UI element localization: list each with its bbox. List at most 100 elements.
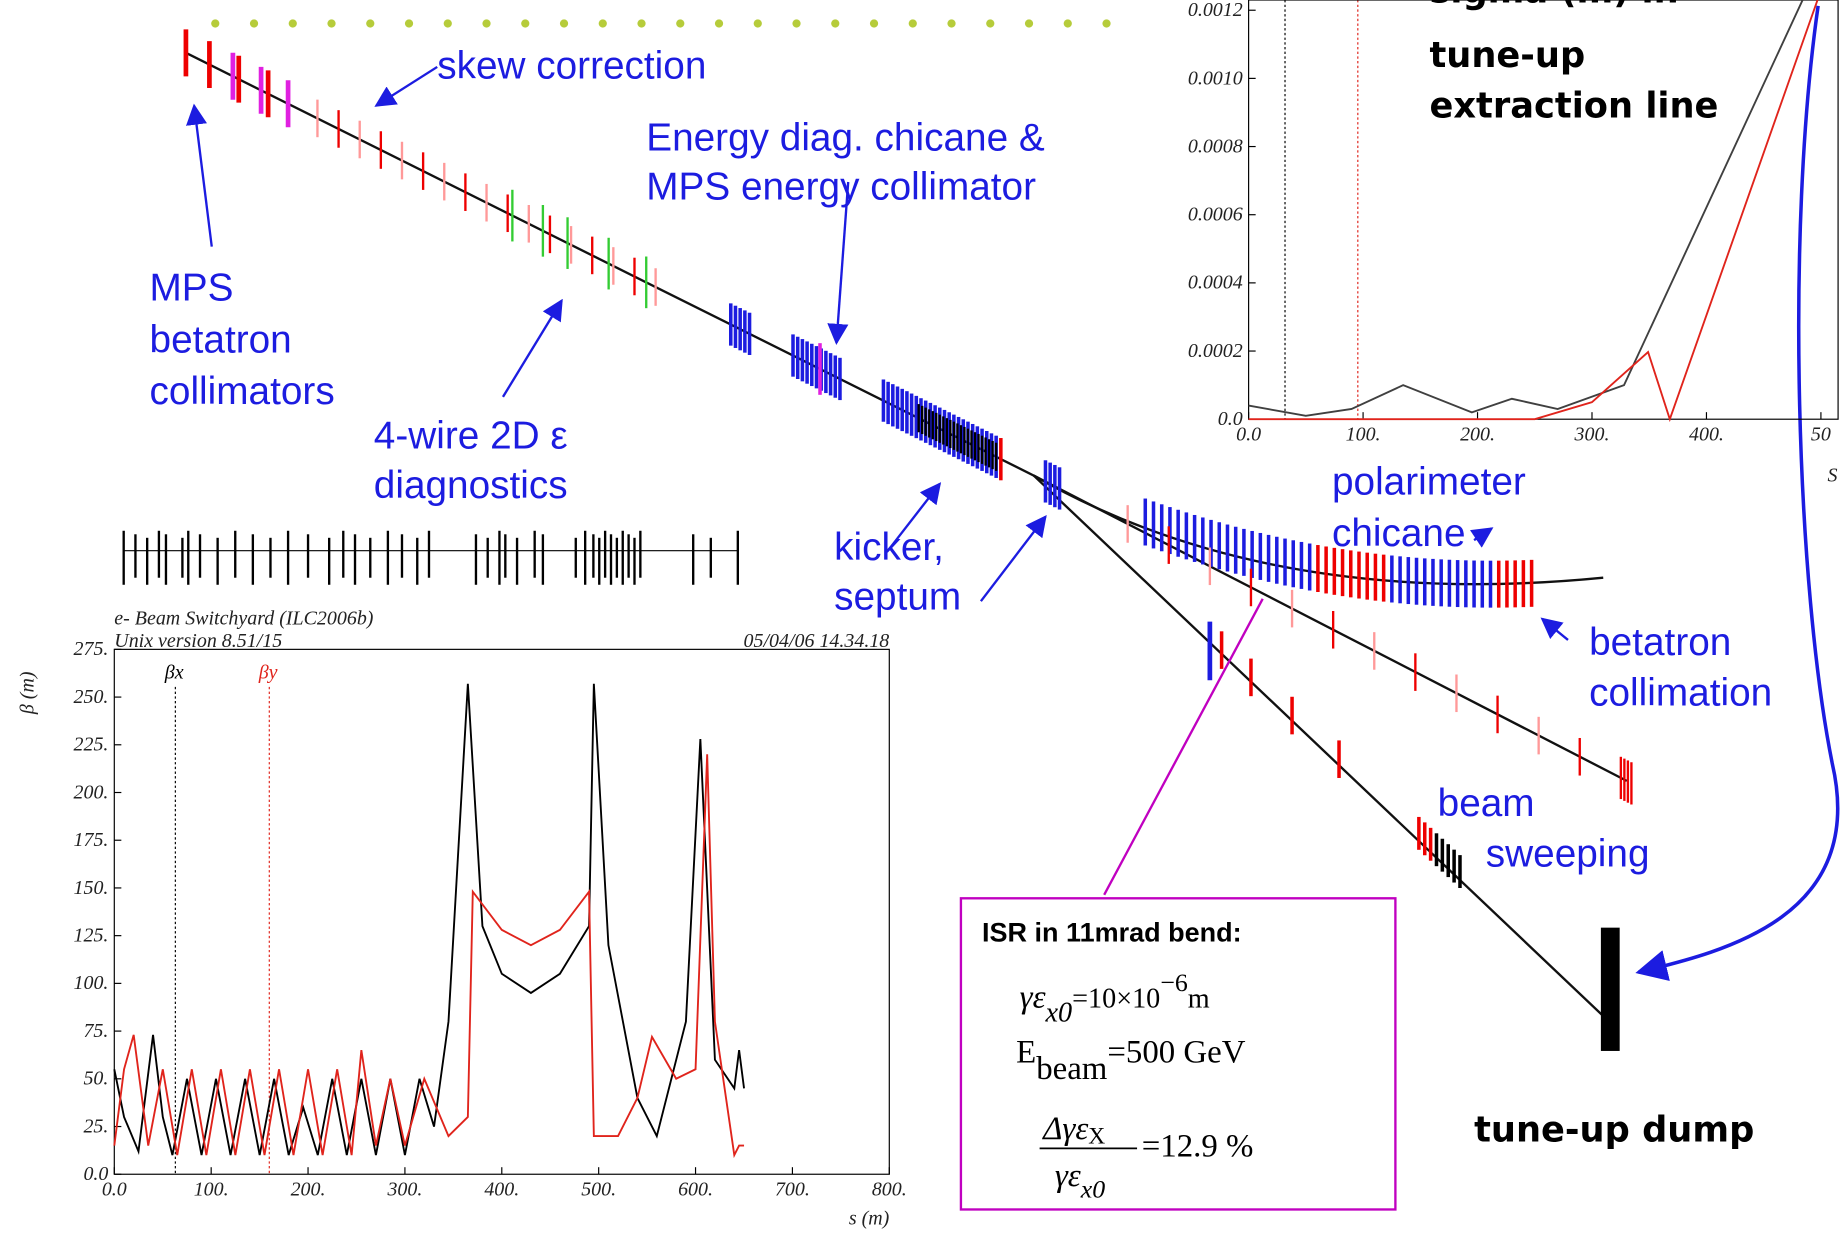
annotation: betatron (150, 318, 292, 361)
symbol: E (1016, 1035, 1036, 1071)
annotation: MPS energy collimator (646, 166, 1036, 209)
isr-energy: Ebeam=500 GeV (1016, 1035, 1246, 1087)
y-tick-label: 0.0 (1218, 408, 1243, 430)
dot (676, 19, 685, 28)
annotation: MPS (150, 267, 234, 310)
num-sub: X (1088, 1124, 1105, 1150)
x-tick-label: 100. (1346, 423, 1381, 445)
num: Δγε (1041, 1111, 1088, 1147)
dot (947, 19, 956, 28)
annotation: betatron (1589, 621, 1731, 664)
y-axis-label: β (m) (16, 671, 38, 715)
x-axis-label: s (m) (849, 1208, 890, 1230)
dot (831, 19, 840, 28)
dot (792, 19, 801, 28)
annotation: diagnostics (374, 464, 568, 507)
annotations: skew correction Energy diag. chicane & M… (150, 45, 1773, 876)
dot (1063, 19, 1072, 28)
text: =10×10 (1072, 984, 1160, 1015)
x-tick-label: 200. (1460, 423, 1495, 445)
x-tick-label: 300. (1574, 423, 1610, 445)
legend-entry: βx (164, 662, 184, 684)
isr-den: γεx0 (1055, 1158, 1105, 1204)
dot (482, 19, 491, 28)
isr-box (959, 897, 1397, 1211)
x-tick-label: 0.0 (102, 1178, 127, 1200)
plot-title: extraction line (1429, 85, 1718, 126)
dot (714, 19, 724, 28)
x-tick-label: 100. (194, 1178, 229, 1200)
y-tick-label: 125. (74, 925, 109, 947)
annotation: sweeping (1486, 833, 1650, 876)
dot (366, 19, 375, 28)
dot (521, 19, 530, 28)
x-tick-label: 800. (872, 1178, 907, 1200)
y-tick-label: 250. (74, 686, 109, 708)
text: =500 GeV (1107, 1035, 1245, 1071)
x-axis-label: S (1828, 464, 1838, 486)
isr-growth: =12.9 % (1142, 1129, 1254, 1165)
plot-frame (113, 648, 890, 1175)
symbol: γε (1020, 979, 1046, 1015)
y-tick-label: 75. (83, 1020, 108, 1042)
dot (1024, 19, 1034, 28)
isr-title: ISR in 11mrad bend: (982, 918, 1242, 948)
den-sub: x0 (1080, 1175, 1105, 1204)
magnets (183, 29, 1633, 888)
pointer (1103, 598, 1264, 896)
y-tick-label: 0.0004 (1188, 272, 1243, 294)
annotation: beam (1438, 782, 1535, 825)
x-tick-label: 300. (386, 1178, 422, 1200)
dot (753, 19, 762, 28)
y-tick-label: 100. (74, 972, 109, 994)
x-tick-label: 400. (1689, 423, 1724, 445)
x-tick-label: 0.0 (1236, 423, 1261, 445)
isr-emittance: γεx0=10×10−6m (1020, 968, 1210, 1029)
dot (869, 19, 879, 28)
dot (404, 19, 414, 28)
dot (211, 19, 220, 28)
exp: −6 (1160, 968, 1188, 997)
sigma-plot: S sigma (m) in tune-up extraction line 0… (1188, 0, 1839, 486)
plot-header: e- Beam Switchyard (ILC2006b) (114, 608, 374, 630)
legend-entry: βy (258, 662, 278, 684)
dot (249, 19, 259, 28)
plot-timestamp: 05/04/06 14.34.18 (744, 630, 890, 652)
dot (327, 19, 336, 28)
sub: x0 (1045, 998, 1073, 1029)
arrows (186, 5, 1840, 982)
y-tick-label: 200. (74, 781, 109, 803)
sub: beam (1036, 1051, 1108, 1087)
x-tick-label: 200. (291, 1178, 326, 1200)
y-tick-label: 25. (83, 1115, 108, 1137)
plot-frame (1248, 0, 1839, 420)
decor-dots (211, 19, 1111, 28)
dot (443, 19, 452, 28)
annotation: 4-wire 2D ε (374, 415, 568, 458)
dot (986, 19, 995, 28)
annotation: Energy diag. chicane & (646, 116, 1045, 159)
y-tick-label: 0.0002 (1188, 340, 1243, 362)
x-tick-label: 50 (1811, 423, 1831, 445)
y-tick-label: 0.0008 (1188, 135, 1243, 157)
y-tick-label: 175. (74, 829, 109, 851)
x-tick-label: 700. (775, 1178, 810, 1200)
annotation: polarimeter (1332, 460, 1526, 503)
plot-title: sigma (m) in (1429, 0, 1678, 11)
y-tick-label: 225. (74, 734, 109, 756)
dot (1102, 19, 1111, 28)
dot (288, 19, 297, 28)
y-tick-label: 50. (83, 1068, 108, 1090)
annotation: septum (834, 575, 961, 618)
dot (908, 19, 917, 28)
unit: m (1188, 984, 1210, 1015)
dot (598, 19, 607, 28)
y-tick-label: 0.0010 (1188, 67, 1243, 89)
isr-num: ΔγεX (1041, 1111, 1105, 1150)
series-line (1248, 0, 1819, 423)
plot-title: tune-up (1429, 35, 1585, 76)
plot-version: Unix version 8.51/15 (114, 630, 282, 652)
y-tick-label: 150. (74, 877, 109, 899)
annotation: kicker, (834, 526, 944, 569)
